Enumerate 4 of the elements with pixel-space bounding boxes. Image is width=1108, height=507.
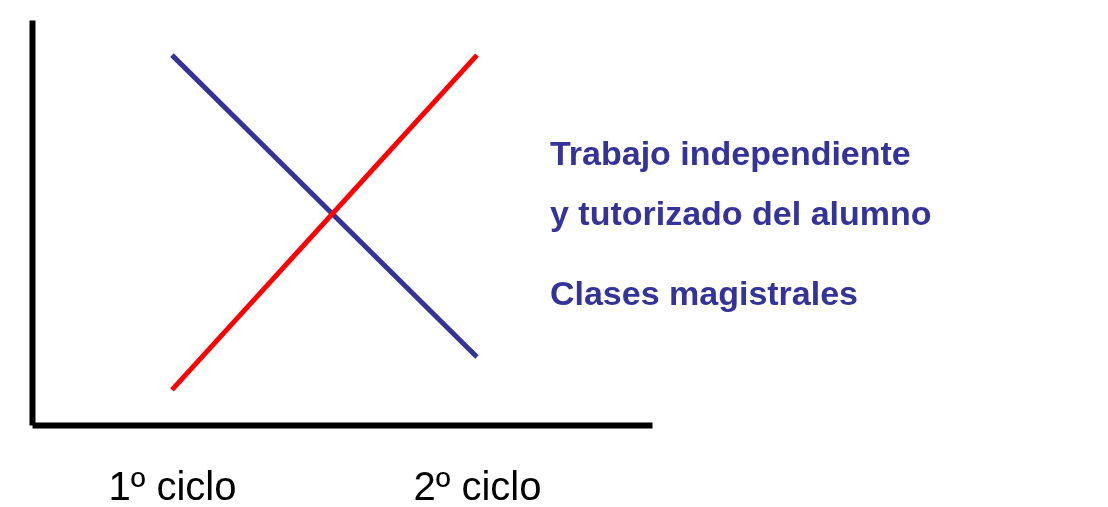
text: Trabajo independiente y tutorizado del alumno [549, 134, 932, 233]
x-tick-label: 2º ciclo [413, 463, 542, 507]
text: Clases magistrales [549, 273, 859, 312]
x-tick-label: 1º ciclo [108, 463, 237, 507]
